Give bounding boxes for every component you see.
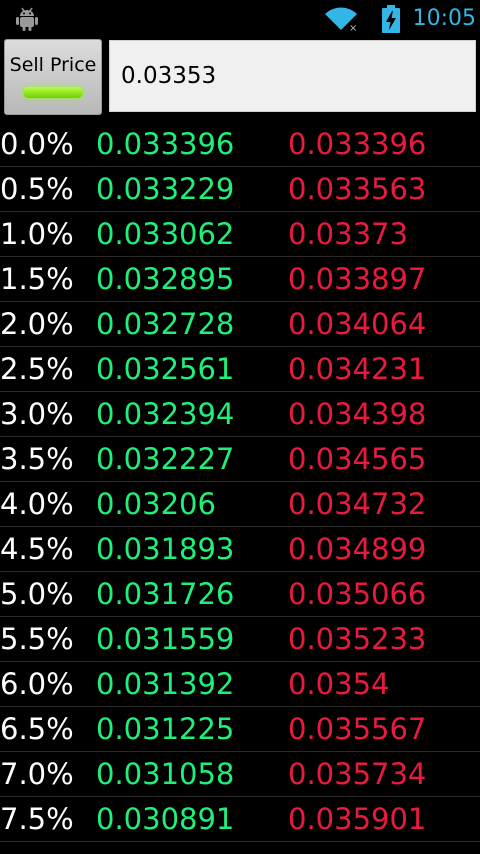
price-table: 0.0% 0.033396 0.033396 0.5% 0.033229 0.033563… <box>0 122 480 842</box>
low-price-cell: 0.032728 <box>96 307 235 341</box>
percent-cell: 7.0% <box>0 757 74 791</box>
high-price-cell: 0.035567 <box>288 712 427 746</box>
sell-price-label: Sell Price <box>9 54 97 76</box>
low-price-cell: 0.031225 <box>96 712 235 746</box>
table-row: 4.5% 0.031893 0.034899 <box>0 527 480 572</box>
high-price-cell: 0.034064 <box>288 307 427 341</box>
high-price-cell: 0.035066 <box>288 577 427 611</box>
low-price-cell: 0.030891 <box>96 802 235 836</box>
table-row: 3.0% 0.032394 0.034398 <box>0 392 480 437</box>
table-row: 6.5% 0.031225 0.035567 <box>0 707 480 752</box>
percent-cell: 3.5% <box>0 442 74 476</box>
percent-cell: 5.0% <box>0 577 74 611</box>
percent-cell: 6.5% <box>0 712 74 746</box>
high-price-cell: 0.034565 <box>288 442 427 476</box>
percent-cell: 6.0% <box>0 667 74 701</box>
table-row: 0.0% 0.033396 0.033396 <box>0 122 480 167</box>
table-row: 0.5% 0.033229 0.033563 <box>0 167 480 212</box>
toggle-indicator-light <box>23 87 83 98</box>
low-price-cell: 0.031893 <box>96 532 235 566</box>
table-row: 2.0% 0.032728 0.034064 <box>0 302 480 347</box>
high-price-cell: 0.034231 <box>288 352 427 386</box>
low-price-cell: 0.032227 <box>96 442 235 476</box>
percent-cell: 2.5% <box>0 352 74 386</box>
table-row: 6.0% 0.031392 0.0354 <box>0 662 480 707</box>
percent-cell: 4.0% <box>0 487 74 521</box>
android-debug-icon <box>16 7 38 31</box>
percent-cell: 1.0% <box>0 217 74 251</box>
low-price-cell: 0.03206 <box>96 487 216 521</box>
table-row: 4.0% 0.03206 0.034732 <box>0 482 480 527</box>
high-price-cell: 0.035734 <box>288 757 427 791</box>
high-price-cell: 0.0354 <box>288 667 390 701</box>
low-price-cell: 0.032895 <box>96 262 235 296</box>
percent-cell: 2.0% <box>0 307 74 341</box>
wifi-icon: × <box>325 7 357 32</box>
table-row: 5.0% 0.031726 0.035066 <box>0 572 480 617</box>
low-price-cell: 0.033396 <box>96 127 235 161</box>
table-row: 2.5% 0.032561 0.034231 <box>0 347 480 392</box>
table-row: 7.5% 0.030891 0.035901 <box>0 797 480 842</box>
high-price-cell: 0.033897 <box>288 262 427 296</box>
table-row: 1.0% 0.033062 0.03373 <box>0 212 480 257</box>
table-row: 1.5% 0.032895 0.033897 <box>0 257 480 302</box>
low-price-cell: 0.032561 <box>96 352 235 386</box>
percent-cell: 5.5% <box>0 622 74 656</box>
low-price-cell: 0.033062 <box>96 217 235 251</box>
svg-text:×: × <box>349 23 357 32</box>
table-row: 5.5% 0.031559 0.035233 <box>0 617 480 662</box>
high-price-cell: 0.034732 <box>288 487 427 521</box>
percent-cell: 1.5% <box>0 262 74 296</box>
high-price-cell: 0.035233 <box>288 622 427 656</box>
high-price-cell: 0.034899 <box>288 532 427 566</box>
low-price-cell: 0.031058 <box>96 757 235 791</box>
table-row: 7.0% 0.031058 0.035734 <box>0 752 480 797</box>
low-price-cell: 0.033229 <box>96 172 235 206</box>
high-price-cell: 0.035901 <box>288 802 427 836</box>
clock: 10:05 <box>412 6 476 31</box>
low-price-cell: 0.031559 <box>96 622 235 656</box>
high-price-cell: 0.033396 <box>288 127 427 161</box>
price-input[interactable] <box>109 40 476 112</box>
low-price-cell: 0.031726 <box>96 577 235 611</box>
table-row: 3.5% 0.032227 0.034565 <box>0 437 480 482</box>
high-price-cell: 0.03373 <box>288 217 408 251</box>
high-price-cell: 0.034398 <box>288 397 427 431</box>
percent-cell: 4.5% <box>0 532 74 566</box>
percent-cell: 0.0% <box>0 127 74 161</box>
sell-price-button[interactable]: Sell Price <box>4 39 102 115</box>
status-bar: × 10:05 <box>0 0 480 38</box>
percent-cell: 0.5% <box>0 172 74 206</box>
high-price-cell: 0.033563 <box>288 172 427 206</box>
percent-cell: 7.5% <box>0 802 74 836</box>
battery-charging-icon <box>382 5 400 33</box>
low-price-cell: 0.031392 <box>96 667 235 701</box>
percent-cell: 3.0% <box>0 397 74 431</box>
low-price-cell: 0.032394 <box>96 397 235 431</box>
